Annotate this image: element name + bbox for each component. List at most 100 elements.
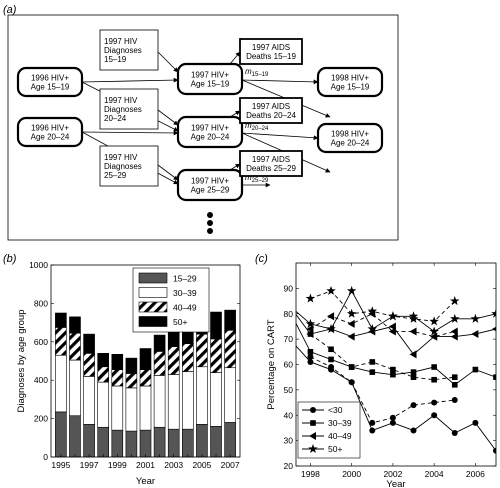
panel-b-label: (b)	[3, 253, 17, 265]
data-point	[310, 420, 316, 426]
data-point	[348, 364, 355, 370]
panel-c-label: (c)	[255, 253, 268, 265]
flow-arrow	[157, 164, 179, 181]
migration-label: m20–24	[245, 121, 269, 132]
data-point	[328, 346, 334, 353]
bar-segment-2006	[210, 338, 222, 373]
y-tick-label: 40	[284, 410, 294, 420]
bar-segment-2005	[196, 424, 208, 458]
y-tick-label: 50	[284, 385, 294, 395]
node-text: Diagnoses	[104, 46, 142, 55]
y-tick-label: 0	[43, 452, 48, 462]
data-point	[431, 399, 438, 406]
node-text: Deaths 15–19	[246, 52, 296, 61]
chart-b-ylabel: Diagnoses by age group	[16, 310, 27, 413]
bar-segment-1995	[55, 312, 67, 328]
node-text: Diagnoses	[104, 105, 142, 114]
flow-arrow	[157, 51, 179, 73]
data-point	[493, 374, 496, 380]
bar-segment-1995	[55, 354, 67, 413]
series-50+	[296, 285, 496, 336]
node-hiv1997-25: 1997 HIV+Age 25–29	[176, 168, 244, 202]
x-tick-label: 2007	[221, 460, 240, 470]
node-text: 20–24	[104, 114, 127, 123]
data-point	[431, 412, 438, 419]
bar-segment-2007	[224, 329, 236, 369]
bar-segment-2006	[210, 425, 222, 458]
bar-segment-1998	[97, 366, 109, 383]
x-tick-label: 2001	[136, 460, 155, 470]
chart-b-legend: 15–29 30–39 40–49 50+	[132, 267, 210, 333]
bar-segment-2000	[125, 373, 138, 389]
data-point	[493, 447, 496, 454]
chart-c-axes: 20 30 40 50 60 70 80 90 1998 2000 2002 2004 2006	[284, 263, 496, 479]
bar-segment-1997	[83, 424, 95, 458]
node-text: Deaths 25–29	[246, 164, 296, 173]
data-point	[326, 323, 336, 334]
chart-c-ylabel: Percentage on CART	[266, 319, 277, 409]
data-point	[305, 293, 316, 303]
x-tick-label: 2000	[342, 469, 361, 479]
bar-segment-1995	[55, 327, 67, 356]
data-point	[348, 379, 355, 386]
data-point	[388, 322, 396, 331]
node-text: 1997 HIV	[104, 37, 138, 46]
bar-segment-1997	[83, 376, 95, 425]
series-line-dashed	[310, 333, 455, 381]
data-point	[408, 313, 419, 323]
chart-c-xlabel: Year	[386, 479, 405, 488]
x-tick-label: 2006	[466, 469, 485, 479]
node-text: Age 20–24	[191, 133, 230, 142]
node-text: 1998 HIV+	[331, 130, 369, 139]
data-point	[450, 296, 460, 306]
node-text: Diagnoses	[104, 162, 142, 171]
node-text: 1997 HIV	[104, 96, 138, 105]
data-point	[390, 371, 396, 378]
flow-arrow	[157, 109, 179, 126]
y-tick-label: 30	[284, 436, 294, 446]
legend-label: <30	[328, 405, 343, 415]
series-<30	[296, 345, 496, 454]
data-point	[492, 326, 496, 332]
bar-segment-1998	[97, 426, 109, 458]
legend-label: 40–49	[173, 303, 197, 313]
y-tick-label: 800	[34, 298, 48, 308]
node-text: Age 15–19	[191, 80, 230, 89]
continuation-dots	[207, 212, 213, 234]
node-text: Deaths 20–24	[246, 111, 296, 120]
node-text: 1996 HIV+	[31, 74, 69, 83]
node-text: Age 25–29	[191, 186, 230, 195]
legend-swatch	[138, 272, 168, 284]
data-point	[307, 358, 314, 365]
series-line-dashed	[310, 356, 455, 424]
data-point	[470, 313, 481, 323]
legend-label: 50+	[328, 444, 342, 454]
bar-segment-1996	[69, 415, 81, 458]
node-text: Age 20–24	[331, 139, 370, 148]
diagram-edges: m15–19 m20–24 m25–29	[81, 51, 331, 188]
data-point	[306, 324, 314, 333]
death-arrow	[229, 51, 241, 65]
node-text: 1997 HIV+	[191, 177, 229, 186]
legend-swatch	[138, 301, 168, 313]
bar-segment-1997	[83, 353, 95, 377]
y-tick-label: 600	[34, 337, 48, 347]
data-point	[308, 444, 318, 454]
data-point	[307, 349, 314, 355]
bar-segment-1999	[111, 369, 124, 387]
y-tick-label: 1000	[29, 260, 48, 270]
bar-segment-2001	[139, 429, 152, 458]
stacked-bar-chart: 0 200 400 600 800 1000 1995 1997 1999 2001 2003 200…	[16, 260, 241, 487]
data-point	[410, 427, 417, 434]
node-text: 1998 HIV+	[331, 74, 369, 83]
x-tick-label: 2004	[425, 469, 444, 479]
node-text: 1997 AIDS	[252, 102, 290, 111]
node-text: 1997 HIV+	[191, 124, 229, 133]
data-point	[450, 332, 458, 341]
data-point	[409, 350, 417, 359]
y-tick-label: 400	[34, 375, 48, 385]
node-text: 25–29	[104, 171, 127, 180]
legend-label: 30–39	[173, 288, 197, 298]
